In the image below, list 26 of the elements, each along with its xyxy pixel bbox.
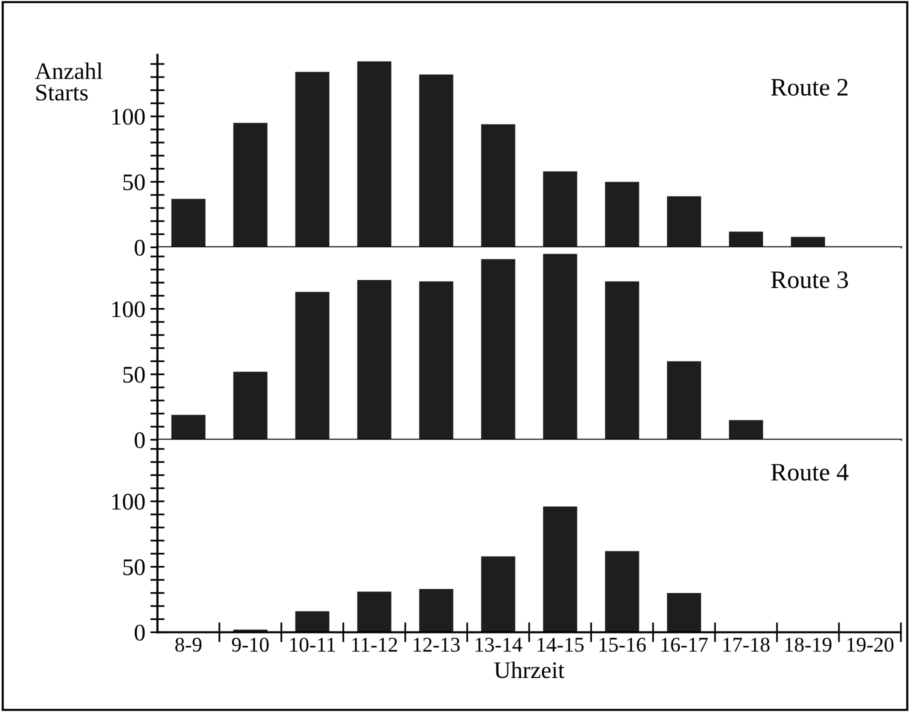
x-tick-label: 19-20	[847, 638, 894, 652]
x-tick-label: 10-11	[290, 638, 335, 652]
x-tick-label: 9-10	[232, 638, 269, 652]
y-tick-label: 0	[134, 624, 145, 641]
x-tick-label: 14-15	[538, 638, 584, 652]
x-tick-label: 18-19	[785, 638, 832, 652]
y-tick-label: 100	[112, 301, 145, 318]
x-tick-label: 16-17	[662, 638, 708, 652]
x-tick-label: 17-18	[724, 638, 770, 652]
y-tick-label: 50	[123, 366, 145, 383]
x-tick-label: 15-16	[600, 638, 646, 652]
x-tick-label: 8-9	[175, 638, 202, 652]
text: Route 2	[771, 78, 848, 96]
x-axis-title: Uhrzeit	[494, 662, 564, 678]
y-tick-label: 0	[134, 432, 145, 448]
y-tick-label: 0	[134, 240, 145, 256]
x-tick-label: 13-14	[476, 638, 522, 652]
y-tick-label: 50	[123, 559, 145, 576]
x-tick-label: 11-12	[352, 638, 398, 652]
x-tick-label: 12-13	[414, 638, 460, 652]
y-axis-title: Anzahl Starts	[34, 62, 102, 101]
text: Route 4	[771, 464, 848, 481]
y-tick-label: 100	[112, 108, 145, 125]
text: Route 3	[771, 271, 848, 288]
y-tick-label: 100	[112, 494, 145, 510]
y-tick-label: 50	[123, 174, 145, 190]
